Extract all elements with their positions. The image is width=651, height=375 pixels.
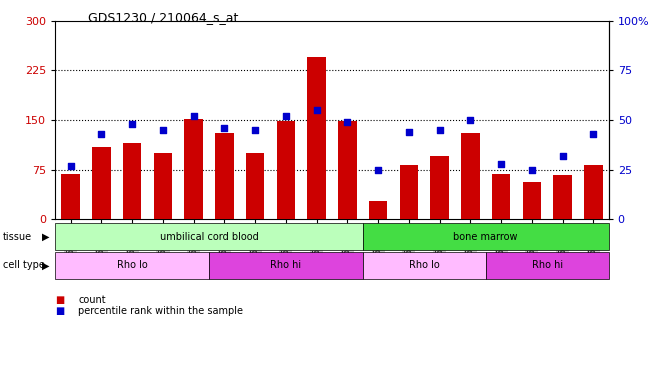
- Bar: [246, 153, 264, 219]
- Bar: [400, 165, 418, 219]
- Text: GDS1230 / 210064_s_at: GDS1230 / 210064_s_at: [88, 11, 238, 24]
- Bar: [584, 165, 603, 219]
- Bar: [430, 156, 449, 219]
- Point: [158, 127, 168, 133]
- Point: [465, 117, 475, 123]
- Point: [96, 131, 107, 137]
- Bar: [369, 201, 387, 219]
- Bar: [338, 122, 357, 219]
- Point: [311, 107, 322, 113]
- Bar: [215, 133, 234, 219]
- Point: [557, 153, 568, 159]
- Bar: [553, 175, 572, 219]
- Text: Rho lo: Rho lo: [409, 261, 439, 270]
- Bar: [123, 143, 141, 219]
- Point: [250, 127, 260, 133]
- Text: tissue: tissue: [3, 232, 33, 242]
- Text: Rho hi: Rho hi: [532, 261, 562, 270]
- Text: ■: ■: [55, 295, 64, 304]
- Bar: [184, 118, 203, 219]
- Text: count: count: [78, 295, 105, 304]
- Bar: [61, 174, 80, 219]
- Text: ▶: ▶: [42, 232, 50, 242]
- Text: percentile rank within the sample: percentile rank within the sample: [78, 306, 243, 316]
- Bar: [461, 133, 480, 219]
- Point: [219, 125, 230, 131]
- Bar: [492, 174, 510, 219]
- Point: [189, 113, 199, 119]
- Point: [434, 127, 445, 133]
- Text: umbilical cord blood: umbilical cord blood: [159, 232, 258, 242]
- Point: [404, 129, 414, 135]
- Text: Rho hi: Rho hi: [270, 261, 301, 270]
- Text: cell type: cell type: [3, 261, 45, 270]
- Point: [373, 166, 383, 172]
- Point: [66, 163, 76, 169]
- Point: [127, 121, 137, 127]
- Point: [496, 161, 506, 167]
- Point: [342, 119, 353, 125]
- Bar: [92, 147, 111, 219]
- Text: ▶: ▶: [42, 261, 50, 270]
- Text: Rho lo: Rho lo: [117, 261, 148, 270]
- Bar: [154, 153, 172, 219]
- Point: [527, 166, 537, 172]
- Text: ■: ■: [55, 306, 64, 316]
- Bar: [523, 182, 541, 219]
- Point: [281, 113, 291, 119]
- Text: bone marrow: bone marrow: [454, 232, 518, 242]
- Bar: [277, 122, 295, 219]
- Point: [588, 131, 598, 137]
- Bar: [307, 57, 326, 219]
